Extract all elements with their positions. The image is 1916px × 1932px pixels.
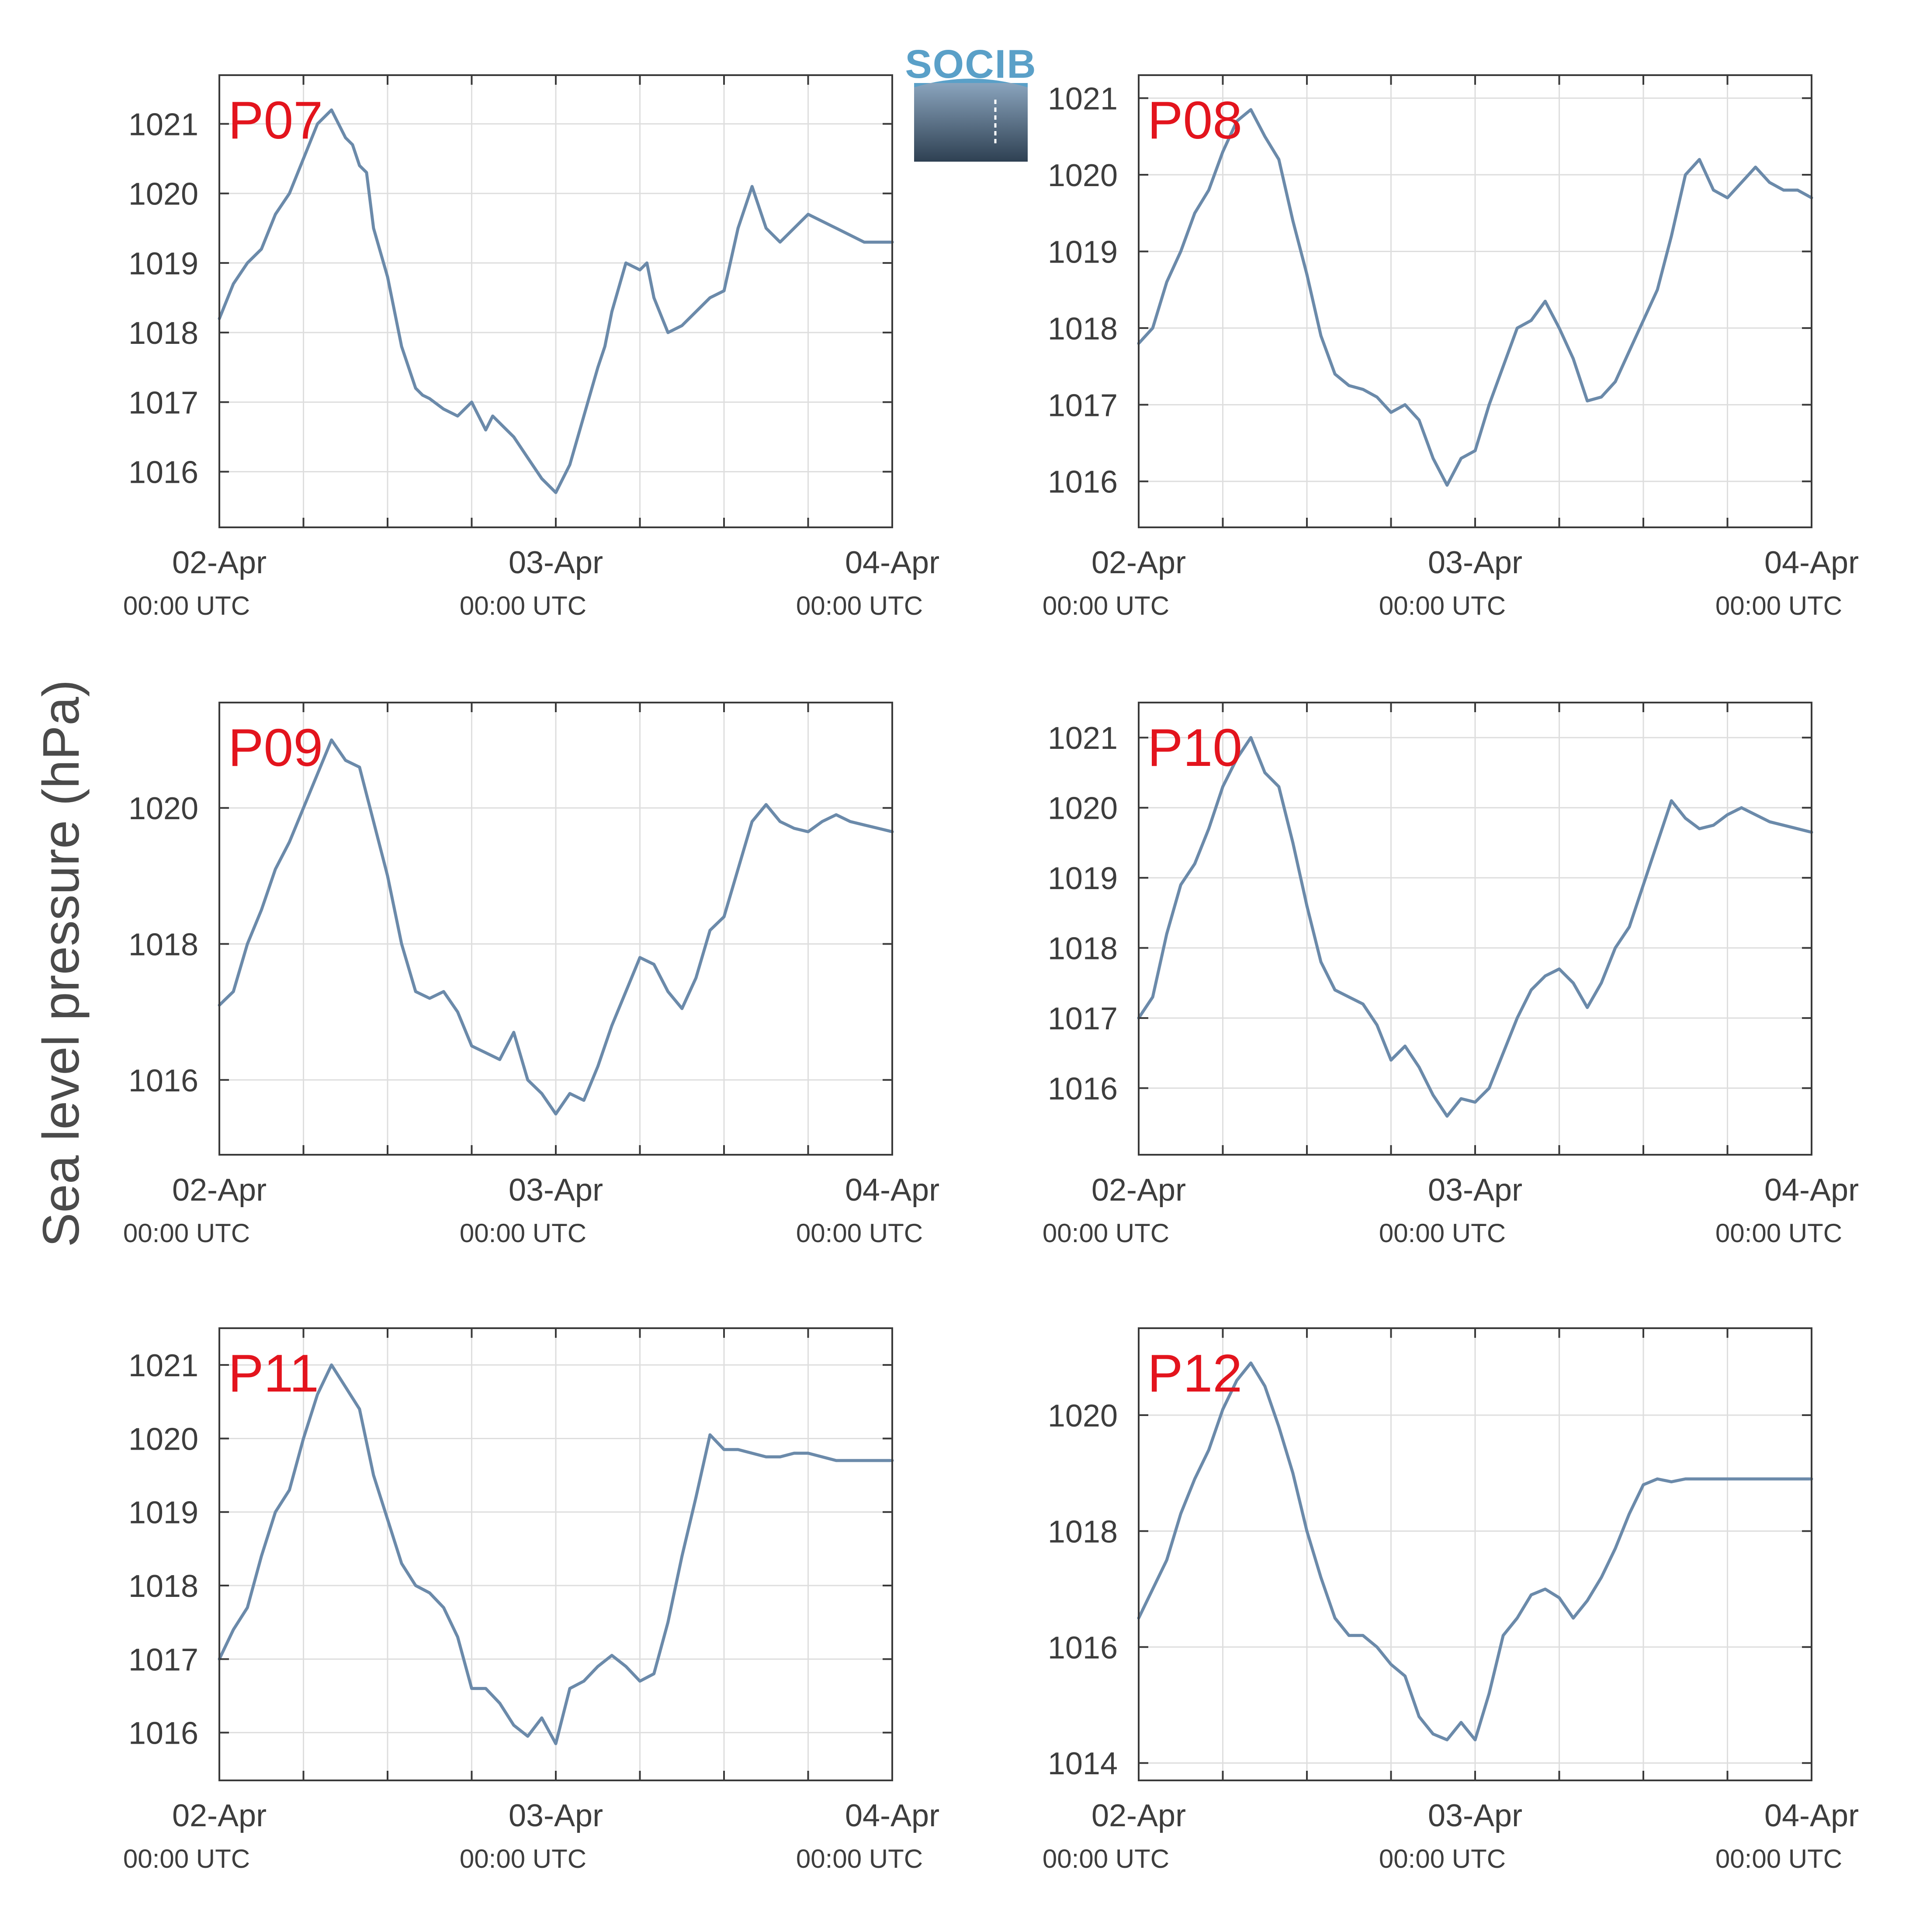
x-tick-sublabel: 00:00 UTC: [1715, 591, 1842, 620]
x-tick-sublabel: 00:00 UTC: [1043, 1844, 1169, 1873]
y-tick-label: 1019: [128, 246, 198, 281]
x-tick-sublabel: 00:00 UTC: [796, 1844, 923, 1873]
x-tick-sublabel: 00:00 UTC: [796, 1219, 923, 1248]
panel-label-p11: P11: [228, 1343, 319, 1403]
x-tick-sublabel: 00:00 UTC: [1715, 1844, 1842, 1873]
series-line-p10: [1137, 736, 1813, 1118]
panel-label-p10: P10: [1147, 718, 1242, 777]
y-tick-label: 1017: [1048, 1001, 1118, 1036]
y-tick-label: 1016: [1048, 1631, 1118, 1665]
x-tick-label: 03-Apr: [1428, 1173, 1522, 1208]
y-tick-label: 1018: [1048, 931, 1118, 966]
y-tick-label: 1018: [128, 1569, 198, 1604]
y-tick-label: 1020: [128, 177, 198, 212]
x-tick-sublabel: 00:00 UTC: [796, 591, 923, 620]
x-tick-sublabel: 00:00 UTC: [1043, 591, 1169, 620]
x-tick-label: 02-Apr: [172, 545, 267, 580]
y-tick-label: 1018: [128, 316, 198, 351]
y-tick-label: 1018: [1048, 1514, 1118, 1549]
logo-gradient-block: [914, 83, 1028, 162]
series-line-p09: [218, 738, 894, 1116]
x-tick-sublabel: 00:00 UTC: [1379, 1844, 1506, 1873]
panel-label-p07: P07: [228, 90, 323, 150]
y-tick-label: 1016: [128, 1063, 198, 1098]
x-tick-label: 02-Apr: [1091, 1173, 1186, 1208]
x-tick-label: 03-Apr: [509, 1173, 603, 1208]
y-tick-label: 1014: [1048, 1746, 1118, 1781]
y-tick-label: 1016: [128, 455, 198, 490]
x-tick-sublabel: 00:00 UTC: [1043, 1219, 1169, 1248]
series-line-p12: [1137, 1361, 1813, 1742]
x-tick-sublabel: 00:00 UTC: [460, 1219, 586, 1248]
y-tick-label: 1020: [1048, 158, 1118, 193]
x-tick-label: 02-Apr: [1091, 545, 1186, 580]
y-tick-label: 1020: [1048, 1399, 1118, 1433]
x-tick-sublabel: 00:00 UTC: [1379, 1219, 1506, 1248]
y-tick-label: 1016: [1048, 1072, 1118, 1107]
chart-panel-p10: 1016 1017 1018 1019 1020 1021 02-Apr 00:00 UTC 0…: [1043, 702, 1859, 1248]
x-tick-label: 04-Apr: [1764, 1798, 1859, 1833]
x-tick-label: 02-Apr: [1091, 1798, 1186, 1833]
y-tick-label: 1017: [128, 385, 198, 420]
series-line-p08: [1137, 108, 1813, 487]
y-tick-label: 1021: [1048, 82, 1118, 117]
x-tick-sublabel: 00:00 UTC: [460, 1844, 586, 1873]
y-tick-label: 1021: [128, 107, 198, 142]
panel-label-p12: P12: [1147, 1343, 1242, 1403]
x-tick-label: 04-Apr: [845, 1798, 939, 1833]
x-tick-label: 02-Apr: [172, 1173, 267, 1208]
x-tick-sublabel: 00:00 UTC: [123, 1844, 250, 1873]
socib-logo: SOCIB: [905, 42, 1036, 162]
chart-panel-p11: 1016 1017 1018 1019 1020 1021 02-Apr 00:00 UTC 0…: [123, 1327, 939, 1873]
x-tick-label: 03-Apr: [1428, 1798, 1522, 1833]
y-tick-label: 1017: [1048, 388, 1118, 423]
y-tick-label: 1021: [1048, 721, 1118, 756]
x-tick-label: 04-Apr: [845, 1173, 939, 1208]
y-tick-label: 1019: [128, 1496, 198, 1530]
chart-panel-p12: 1014 1016 1018 1020 02-Apr 00:00 UTC 03-Apr 00:…: [1043, 1327, 1859, 1873]
x-tick-label: 04-Apr: [1764, 1173, 1859, 1208]
series-line-p07: [218, 108, 894, 494]
y-tick-label: 1019: [1048, 235, 1118, 270]
y-tick-label: 1016: [1048, 465, 1118, 500]
chart-panel-p07: 1016 1017 1018 1019 1020 1021 02-Apr 00:00 UTC 0…: [123, 74, 939, 620]
y-tick-label: 1016: [128, 1716, 198, 1751]
y-axis-label: Sea level pressure (hPa): [32, 680, 90, 1247]
y-tick-label: 1020: [128, 791, 198, 826]
panel-label-p08: P08: [1147, 90, 1242, 150]
x-tick-sublabel: 00:00 UTC: [123, 1219, 250, 1248]
chart-panel-p08: 1016 1017 1018 1019 1020 1021 02-Apr 00:00 UTC 0…: [1043, 74, 1859, 620]
y-tick-label: 1019: [1048, 861, 1118, 896]
y-tick-label: 1021: [128, 1348, 198, 1383]
x-tick-label: 02-Apr: [172, 1798, 267, 1833]
logo-wave: [914, 79, 1028, 87]
x-tick-label: 04-Apr: [1764, 545, 1859, 580]
x-tick-sublabel: 00:00 UTC: [1379, 591, 1506, 620]
y-tick-label: 1017: [128, 1642, 198, 1677]
y-tick-label: 1020: [1048, 791, 1118, 826]
panel-label-p09: P09: [228, 718, 323, 777]
series-line-p11: [218, 1363, 894, 1745]
x-tick-sublabel: 00:00 UTC: [1715, 1219, 1842, 1248]
x-tick-label: 04-Apr: [845, 545, 939, 580]
x-tick-sublabel: 00:00 UTC: [460, 591, 586, 620]
panels: 1016 1017 1018 1019 1020 1021 02-Apr 00:00 UTC 0…: [123, 74, 1859, 1873]
x-tick-label: 03-Apr: [509, 545, 603, 580]
x-tick-label: 03-Apr: [509, 1798, 603, 1833]
y-tick-label: 1018: [128, 928, 198, 963]
y-tick-label: 1018: [1048, 312, 1118, 346]
chart-panel-p09: 1016 1018 1020 02-Apr 00:00 UTC 03-Apr 00:00 U…: [123, 702, 939, 1248]
x-tick-label: 03-Apr: [1428, 545, 1522, 580]
x-tick-sublabel: 00:00 UTC: [123, 591, 250, 620]
y-tick-label: 1020: [128, 1422, 198, 1457]
logo-text: SOCIB: [905, 42, 1036, 87]
